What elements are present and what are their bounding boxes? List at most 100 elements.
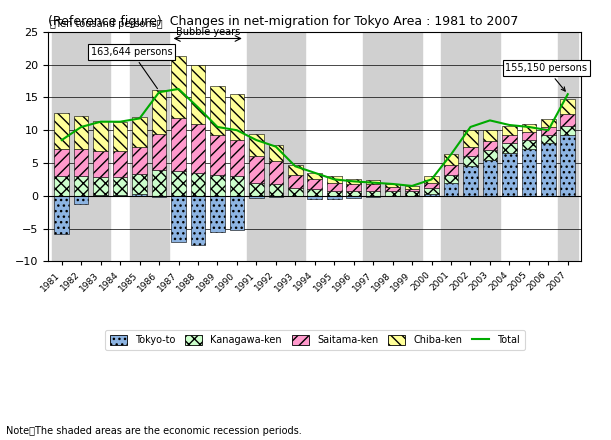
- Bar: [268, 196, 283, 197]
- Bar: [560, 114, 575, 126]
- Bar: [74, 149, 89, 176]
- Bar: [288, 175, 302, 188]
- Total: [331, 177, 338, 182]
- Bar: [522, 125, 536, 132]
- Total: [194, 105, 202, 110]
- Bar: [541, 136, 555, 143]
- Bar: [191, 173, 205, 196]
- Bar: [93, 150, 108, 177]
- Total: [58, 137, 65, 143]
- Total: [78, 125, 85, 130]
- Bar: [249, 183, 264, 196]
- Bar: [463, 147, 478, 157]
- Bar: [424, 183, 439, 188]
- Bar: [268, 161, 283, 184]
- Bar: [558, 32, 577, 261]
- Bar: [74, 196, 89, 204]
- Bar: [91, 32, 111, 261]
- Total: [311, 170, 318, 176]
- Bar: [441, 32, 500, 261]
- Bar: [54, 149, 69, 176]
- Bar: [560, 136, 575, 196]
- Bar: [522, 140, 536, 149]
- Bar: [210, 136, 225, 175]
- Total: [97, 119, 104, 125]
- Total: [525, 125, 533, 130]
- Text: Note）The shaded areas are the economic recession periods.: Note）The shaded areas are the economic r…: [6, 425, 302, 436]
- Bar: [366, 184, 381, 191]
- Text: Bubble years: Bubble years: [175, 26, 240, 37]
- Bar: [113, 177, 128, 195]
- Bar: [307, 180, 322, 189]
- Bar: [210, 196, 225, 232]
- Bar: [502, 136, 517, 143]
- Bar: [346, 184, 361, 191]
- Bar: [288, 165, 302, 175]
- Bar: [541, 143, 555, 196]
- Bar: [327, 196, 342, 199]
- Bar: [132, 174, 147, 194]
- Bar: [346, 196, 361, 198]
- Bar: [424, 176, 439, 183]
- Text: (Reference figure)  Changes in net-migration for Tokyo Area : 1981 to 2007: (Reference figure) Changes in net-migrat…: [48, 15, 519, 28]
- Bar: [152, 196, 166, 197]
- Bar: [93, 121, 108, 150]
- Bar: [52, 32, 91, 261]
- Bar: [230, 94, 244, 140]
- Bar: [404, 191, 419, 196]
- Bar: [366, 196, 381, 197]
- Total: [564, 92, 571, 97]
- Total: [291, 164, 299, 169]
- Bar: [54, 196, 69, 234]
- Bar: [74, 176, 89, 196]
- Total: [233, 128, 241, 133]
- Bar: [93, 195, 108, 196]
- Total: [155, 90, 163, 95]
- Bar: [54, 113, 69, 149]
- Bar: [191, 124, 205, 173]
- Text: 163,644 persons: 163,644 persons: [91, 47, 172, 88]
- Bar: [541, 127, 555, 136]
- Bar: [54, 176, 69, 196]
- Total: [506, 122, 513, 128]
- Total: [408, 183, 415, 189]
- Bar: [113, 195, 128, 196]
- Bar: [366, 180, 381, 184]
- Bar: [171, 171, 186, 196]
- Total: [370, 180, 377, 185]
- Bar: [404, 189, 419, 191]
- Bar: [463, 166, 478, 196]
- Bar: [463, 157, 478, 166]
- Bar: [230, 140, 244, 176]
- Bar: [93, 177, 108, 195]
- Bar: [560, 99, 575, 114]
- Bar: [210, 86, 225, 136]
- Bar: [502, 143, 517, 153]
- Line: Total: Total: [62, 89, 568, 186]
- Bar: [230, 196, 244, 230]
- Bar: [132, 117, 147, 147]
- Bar: [130, 32, 169, 261]
- Bar: [249, 133, 264, 157]
- Bar: [483, 160, 497, 196]
- Legend: Tokyo-to, Kanagawa-ken, Saitama-ken, Chiba-ken, Total: Tokyo-to, Kanagawa-ken, Saitama-ken, Chi…: [104, 330, 525, 350]
- Bar: [113, 150, 128, 177]
- Bar: [346, 180, 361, 184]
- Bar: [152, 169, 166, 196]
- Bar: [386, 184, 400, 187]
- Bar: [444, 183, 458, 196]
- Bar: [366, 191, 381, 196]
- Bar: [404, 186, 419, 189]
- Total: [467, 125, 474, 130]
- Bar: [483, 141, 497, 150]
- Bar: [483, 150, 497, 160]
- Bar: [522, 132, 536, 140]
- Bar: [152, 133, 166, 169]
- Bar: [327, 183, 342, 191]
- Bar: [247, 32, 305, 261]
- Bar: [268, 184, 283, 196]
- Total: [428, 177, 435, 182]
- Bar: [307, 189, 322, 196]
- Bar: [522, 149, 536, 196]
- Bar: [346, 191, 361, 196]
